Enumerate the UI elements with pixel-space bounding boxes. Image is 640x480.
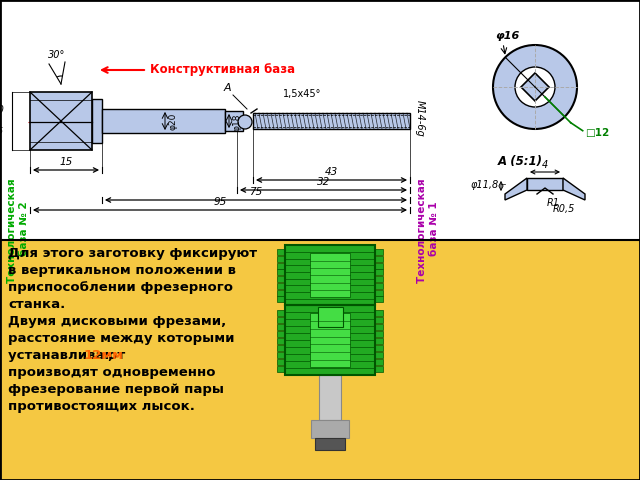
Text: φ20: φ20: [168, 112, 177, 130]
Bar: [375, 276, 383, 282]
Bar: [277, 352, 285, 358]
Bar: [277, 345, 285, 351]
Bar: [375, 352, 383, 358]
Circle shape: [493, 45, 577, 129]
Text: A: A: [223, 83, 231, 93]
Text: 12мм: 12мм: [84, 349, 124, 362]
Bar: [277, 283, 285, 289]
Bar: [375, 310, 383, 316]
Bar: [375, 296, 383, 302]
Text: 15: 15: [60, 157, 72, 167]
Bar: [277, 290, 285, 296]
Bar: [253, 113, 410, 129]
Text: A (5:1): A (5:1): [497, 155, 543, 168]
Text: 32: 32: [317, 177, 330, 187]
Text: □12: □12: [585, 128, 609, 138]
Text: Технологическая 
база № 2: Технологическая база № 2: [7, 175, 29, 283]
Text: ,: ,: [107, 349, 112, 362]
Text: 1,5x45°: 1,5x45°: [283, 89, 321, 99]
Text: противостоящих лысок.: противостоящих лысок.: [8, 400, 195, 413]
Text: φ18: φ18: [232, 113, 241, 131]
Text: 75: 75: [250, 187, 262, 197]
Text: φ30: φ30: [0, 105, 4, 115]
Text: 43: 43: [325, 167, 338, 177]
Bar: [277, 359, 285, 365]
Text: производят одновременно: производят одновременно: [8, 366, 216, 379]
Bar: [285, 305, 375, 375]
Text: 30°: 30°: [48, 50, 66, 60]
Bar: [375, 317, 383, 323]
Text: Технологическая 
база № 1: Технологическая база № 1: [417, 175, 439, 283]
Bar: [375, 345, 383, 351]
Text: устанавливают: устанавливают: [8, 349, 130, 362]
Text: 95: 95: [213, 197, 227, 207]
Bar: [375, 283, 383, 289]
Text: в вертикальном положении в: в вертикальном положении в: [8, 264, 236, 277]
Bar: [310, 253, 350, 297]
Bar: [375, 366, 383, 372]
Bar: [277, 263, 285, 269]
Text: 4: 4: [542, 160, 548, 170]
Text: Конструктивная база: Конструктивная база: [150, 63, 295, 76]
Polygon shape: [521, 73, 549, 101]
Text: фрезерование первой пары: фрезерование первой пары: [8, 383, 224, 396]
Text: Для этого заготовку фиксируют: Для этого заготовку фиксируют: [8, 247, 257, 260]
Bar: [311, 420, 349, 438]
Polygon shape: [505, 178, 527, 200]
Bar: [318, 307, 343, 327]
Text: расстояние между которыми: расстояние между которыми: [8, 332, 234, 345]
Text: станка.: станка.: [8, 298, 65, 311]
Text: Двумя дисковыми фрезами,: Двумя дисковыми фрезами,: [8, 315, 227, 328]
Bar: [375, 256, 383, 262]
Bar: [285, 245, 375, 305]
Bar: [375, 324, 383, 330]
Bar: [277, 338, 285, 344]
Bar: [285, 245, 375, 305]
Bar: [277, 249, 285, 255]
Bar: [277, 269, 285, 275]
Text: φ11,8: φ11,8: [471, 180, 499, 190]
Text: приспособлении фрезерного: приспособлении фрезерного: [8, 281, 233, 294]
Bar: [277, 331, 285, 337]
Bar: [310, 313, 350, 367]
Text: φ16: φ16: [495, 31, 519, 41]
Text: R0,5: R0,5: [553, 204, 575, 214]
Bar: [375, 290, 383, 296]
Bar: [277, 296, 285, 302]
Circle shape: [238, 115, 252, 129]
Bar: [285, 305, 375, 375]
Text: φ11,5: φ11,5: [0, 128, 4, 136]
Circle shape: [515, 67, 555, 107]
Bar: [30, 92, 92, 150]
Bar: [527, 178, 563, 190]
Bar: [375, 359, 383, 365]
Bar: [375, 249, 383, 255]
Bar: [319, 375, 341, 420]
Bar: [277, 324, 285, 330]
Bar: [375, 263, 383, 269]
Bar: [0, 240, 640, 480]
Bar: [375, 269, 383, 275]
Bar: [277, 256, 285, 262]
Text: M14-6g: M14-6g: [415, 100, 425, 137]
Bar: [375, 338, 383, 344]
Bar: [277, 317, 285, 323]
Bar: [315, 438, 345, 450]
Text: R1: R1: [547, 198, 560, 208]
Bar: [375, 331, 383, 337]
Bar: [277, 366, 285, 372]
Polygon shape: [563, 178, 585, 200]
Bar: [277, 310, 285, 316]
Bar: [0, 0, 640, 240]
Bar: [102, 109, 225, 133]
Bar: [277, 276, 285, 282]
Bar: [92, 99, 102, 143]
Bar: [225, 111, 243, 131]
